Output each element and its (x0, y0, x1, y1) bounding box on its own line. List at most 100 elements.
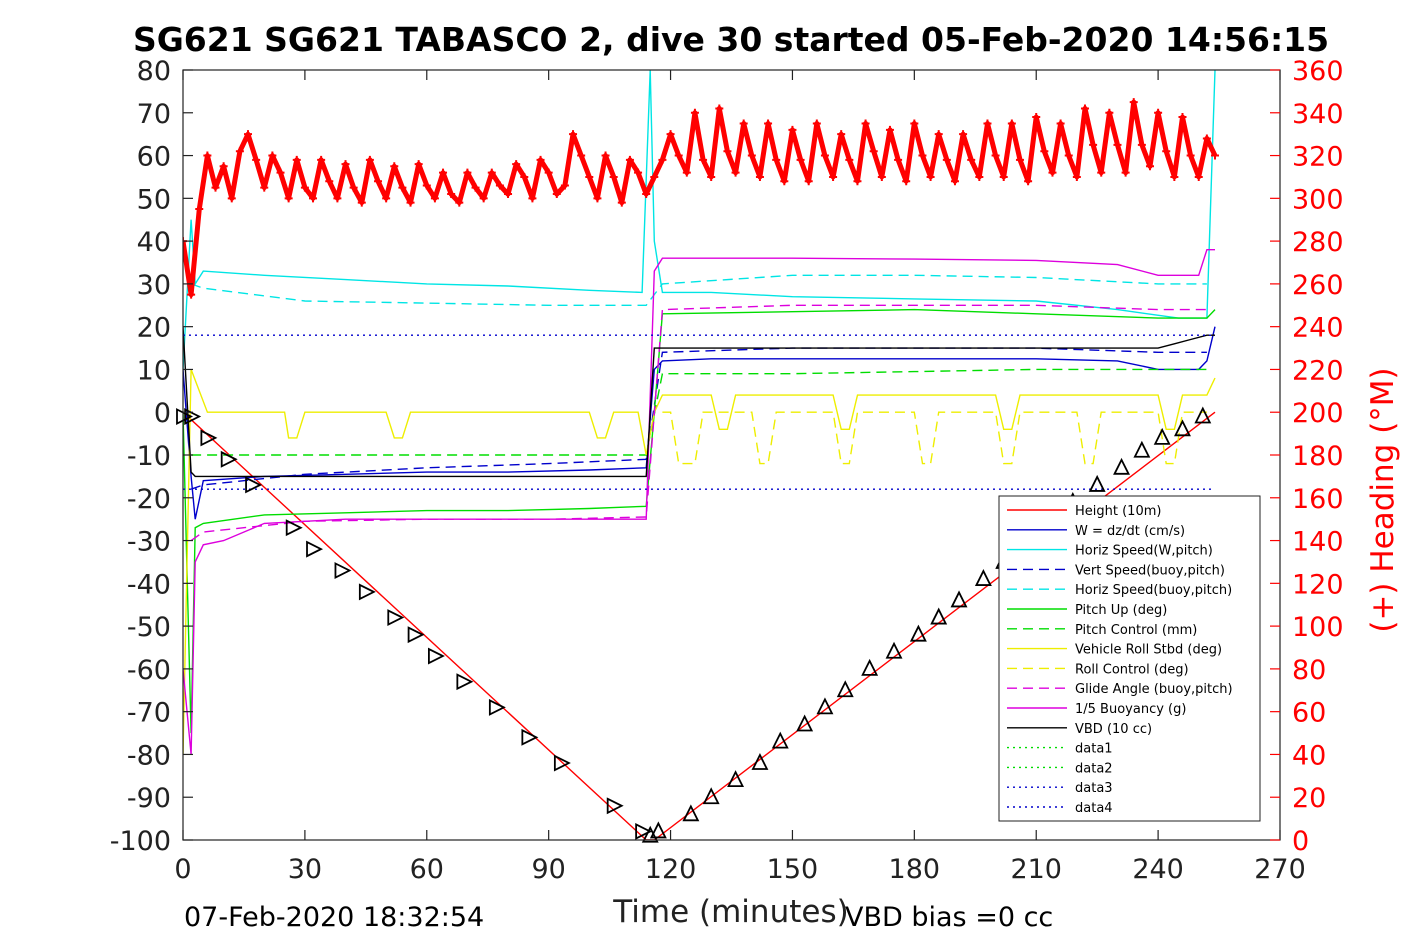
heading-point (634, 168, 643, 177)
y-tick-label: 20 (137, 313, 171, 344)
heading-point (715, 104, 724, 113)
depth-marker (727, 770, 745, 788)
depth-marker (649, 821, 667, 839)
heading-point (569, 130, 578, 139)
legend-label-vert-speed-buoy-pitch: Vert Speed(buoy,pitch) (1075, 563, 1225, 578)
heading-point (910, 119, 919, 128)
heading-point (268, 151, 277, 160)
heading-point (755, 172, 764, 181)
footer-timestamp: 07-Feb-2020 18:32:54 (184, 902, 484, 933)
legend-label-data1: data1 (1075, 742, 1113, 757)
heading-point (552, 190, 561, 199)
depth-marker (184, 408, 202, 425)
y-tick-label: 40 (137, 227, 171, 258)
heading-point (195, 205, 204, 214)
heading-point (723, 147, 732, 156)
series-roll-control-deg (662, 411, 1207, 465)
heading-point (1032, 113, 1041, 122)
legend-label-horiz-speed-w-pitch: Horiz Speed(W,pitch) (1075, 544, 1213, 559)
heading-point (463, 168, 472, 177)
heading-point (341, 160, 350, 169)
y2-tick-label: 200 (1292, 398, 1344, 429)
heading-point (1194, 172, 1203, 181)
heading-point (812, 119, 821, 128)
heading-point (934, 130, 943, 139)
y2-tick-label: 120 (1292, 569, 1344, 600)
y2-tick-label: 140 (1292, 527, 1344, 558)
depth-marker (816, 697, 834, 715)
heading-line (183, 99, 1218, 298)
heading-point (731, 168, 740, 177)
legend-label-data4: data4 (1075, 801, 1113, 816)
y2-tick-label: 340 (1292, 99, 1344, 130)
heading-point (983, 119, 992, 128)
x-tick-label: 270 (1254, 854, 1306, 885)
heading-point (252, 155, 261, 164)
legend: Height (10m) W = dz/dt (cm/s) Horiz Speed(… (998, 495, 1261, 822)
heading-point (1064, 151, 1073, 160)
y-tick-label: -30 (127, 527, 171, 558)
heading-point (390, 162, 399, 171)
heading-point (642, 190, 651, 199)
heading-point (780, 177, 789, 186)
depth-marker (521, 728, 539, 746)
heading-point (625, 155, 634, 164)
depth-marker (1113, 457, 1130, 475)
x-tick-label: 0 (174, 854, 191, 885)
heading-point (1105, 108, 1114, 117)
heading-point (967, 155, 976, 164)
y-tick-label: 0 (154, 398, 171, 429)
series-pitch-up-deg (183, 308, 1216, 734)
depth-marker (606, 797, 624, 815)
heading-point (309, 194, 318, 203)
heading-point (1121, 168, 1130, 177)
heading-point (991, 151, 1000, 160)
series-vehicle-roll-stbd-deg (183, 369, 1216, 755)
series-w-dz-dt-cm-s (183, 326, 1216, 520)
heading-point (747, 151, 756, 160)
depth-marker (285, 519, 303, 537)
heading-point (666, 130, 675, 139)
y-ticks: 80 70 60 50 40 30 20 10 0 -10 -20 -30 -40 -50 -60 -70 -8… (110, 56, 193, 857)
heading-point (495, 181, 504, 190)
y-tick-label: -80 (127, 740, 171, 771)
x-ticks: 0 30 60 90 120 150 180 210 240 270 (174, 70, 1306, 885)
heading-point (528, 194, 537, 203)
y-tick-label: 70 (137, 99, 171, 130)
heading-point (593, 194, 602, 203)
depth-marker (702, 787, 720, 805)
x-tick-label: 120 (645, 854, 697, 885)
heading-point (382, 194, 391, 203)
heading-point (349, 183, 358, 192)
depth-marker (909, 624, 927, 642)
heading-point (674, 151, 683, 160)
heading-point (544, 168, 553, 177)
y2-tick-label: 260 (1292, 270, 1344, 301)
x-tick-label: 90 (531, 854, 565, 885)
heading-point (739, 119, 748, 128)
heading-point (471, 183, 480, 192)
legend-label-w-dz-dt-cm-s: W = dz/dt (cm/s) (1075, 524, 1185, 539)
heading-point (1024, 177, 1033, 186)
y-tick-label: -10 (127, 441, 171, 472)
heading-point (203, 151, 212, 160)
series-height-10m (183, 411, 1216, 840)
heading-point (1072, 172, 1081, 181)
heading-point (479, 194, 488, 203)
heading-point (300, 183, 309, 192)
y-tick-label: -90 (127, 783, 171, 814)
heading-point (422, 181, 431, 190)
heading-point (918, 151, 927, 160)
heading-point (439, 168, 448, 177)
heading-point (1129, 98, 1138, 107)
heading-point (820, 151, 829, 160)
depth-marker (456, 673, 474, 691)
heading-point (837, 130, 846, 139)
chart-title: SG621 SG621 TABASCO 2, dive 30 started 0… (133, 20, 1329, 59)
heading-point (1186, 151, 1195, 160)
heading-point (885, 125, 894, 134)
heading-point (690, 108, 699, 117)
y-tick-label: 10 (137, 355, 171, 386)
y2-tick-label: 40 (1292, 740, 1326, 771)
depth-marker (1133, 440, 1151, 458)
